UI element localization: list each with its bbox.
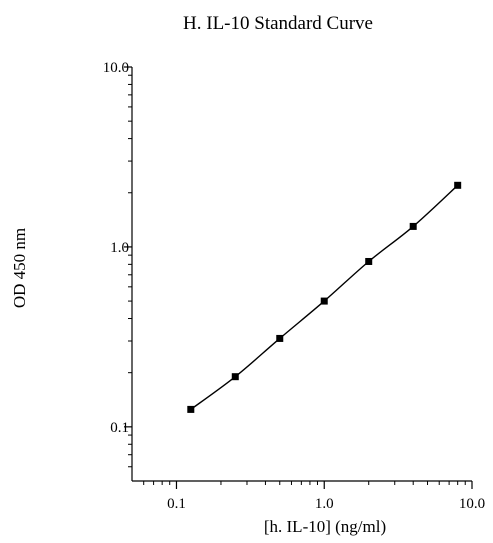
data-point — [276, 334, 284, 342]
x-axis-label: [h. IL-10] (ng/ml) — [264, 517, 386, 536]
y-tick-label: 0.1 — [110, 420, 129, 436]
data-point — [454, 181, 462, 189]
y-tick-label: 1.0 — [110, 240, 129, 256]
y-axis: 0.1 1.0 10.0 — [103, 60, 133, 481]
series-line — [190, 184, 459, 410]
x-tick-label: 0.1 — [167, 496, 186, 512]
data-point — [320, 297, 328, 305]
x-tick-label: 10.0 — [459, 496, 485, 512]
plot-area — [187, 181, 462, 413]
data-point — [187, 405, 195, 413]
data-point — [365, 257, 373, 265]
chart-title: H. IL-10 Standard Curve — [183, 13, 373, 34]
data-point — [231, 373, 239, 381]
y-axis-label: OD 450 nm — [10, 228, 29, 308]
data-point — [409, 222, 417, 230]
y-tick-label: 10.0 — [103, 60, 129, 76]
x-axis: 0.1 1.0 10.0 — [132, 480, 485, 512]
x-tick-label: 1.0 — [315, 496, 334, 512]
